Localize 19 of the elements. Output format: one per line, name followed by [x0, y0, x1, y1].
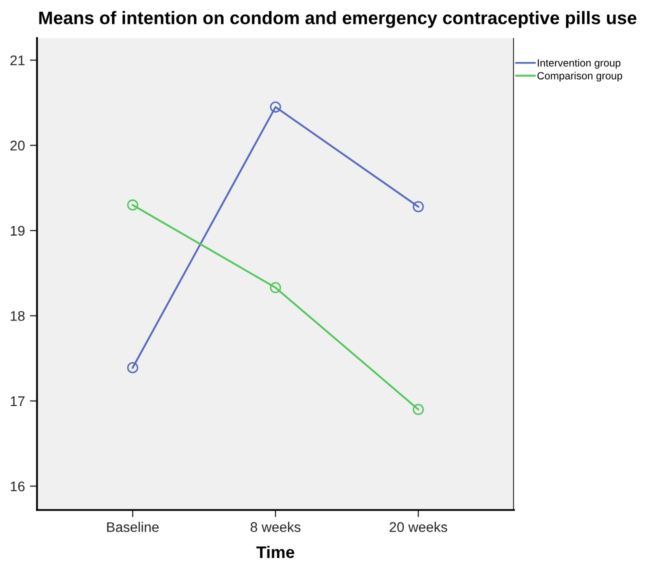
y-tick-label: 21: [10, 55, 25, 66]
point: [412, 404, 424, 416]
x-axis-title: Time: [256, 546, 294, 558]
x-tick-label: 20 weeks: [390, 522, 448, 532]
point: [270, 282, 282, 294]
y-tick-label: 18: [10, 311, 25, 321]
x-tick-label: 8 weeks: [250, 522, 300, 532]
chart-title: Means of intention on condom and emergency contraceptive pills use: [39, 11, 636, 28]
point: [127, 362, 138, 374]
y-tick-label: 16: [10, 481, 25, 492]
legend-label: Comparison group: [537, 72, 622, 82]
point: [127, 199, 138, 211]
y-tick-label: 17: [10, 396, 24, 406]
point: [270, 101, 282, 113]
legend-label: Intervention group: [538, 58, 620, 69]
x-tick-label: Baseline: [107, 522, 159, 532]
y-tick-label: 19: [10, 226, 25, 236]
point: [412, 201, 424, 212]
y-tick-label: 20: [10, 140, 25, 151]
